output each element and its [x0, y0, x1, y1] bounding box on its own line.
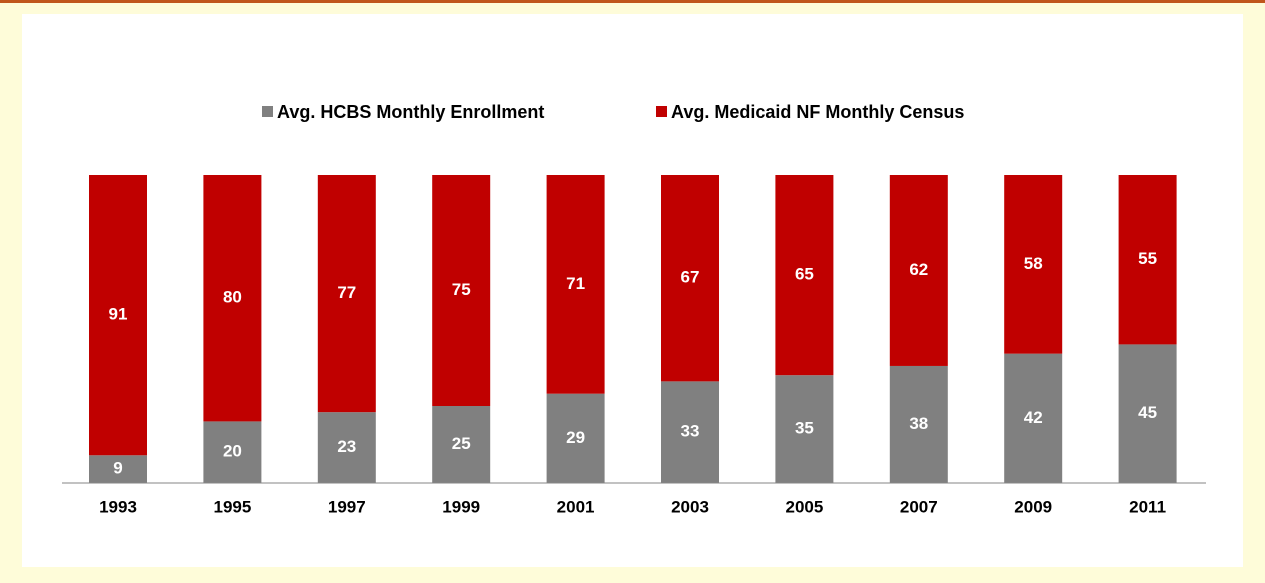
bar-segment [317, 412, 376, 483]
bar-segment [889, 175, 948, 366]
x-tick-label: 2005 [785, 497, 823, 516]
bar-segment [889, 365, 948, 483]
x-tick-label: 1993 [99, 497, 137, 516]
x-tick-label: 1995 [213, 497, 251, 516]
x-tick-label: 2009 [1014, 497, 1052, 516]
x-tick-label: 2007 [900, 497, 938, 516]
data-label: 23 [337, 437, 356, 456]
bar-segment [661, 381, 719, 483]
data-label: 55 [1138, 249, 1157, 268]
bar-segment [1004, 353, 1063, 483]
bar-segment [1004, 175, 1063, 354]
legend-swatch [262, 106, 273, 117]
bar-segment [1118, 175, 1177, 345]
bar-segment [89, 455, 147, 483]
bar-segment [661, 175, 719, 382]
x-tick-label: 2001 [557, 497, 595, 516]
x-tick-label: 1997 [328, 497, 366, 516]
legend-swatch [656, 106, 667, 117]
bar-segment [432, 406, 491, 483]
bar-segment [89, 175, 147, 456]
data-label: 67 [681, 268, 700, 287]
data-label: 71 [566, 274, 585, 293]
data-label: 29 [566, 428, 585, 447]
data-label: 45 [1138, 403, 1157, 422]
bar-segment [203, 421, 262, 483]
data-label: 33 [681, 422, 700, 441]
data-label: 38 [909, 414, 928, 433]
bar-segment [546, 393, 605, 483]
data-label: 25 [452, 434, 471, 453]
data-label: 91 [109, 305, 128, 324]
bar-segment [203, 175, 262, 422]
data-label: 77 [337, 283, 356, 302]
data-label: 20 [223, 442, 242, 461]
data-label: 75 [452, 280, 471, 299]
bar-segment [775, 175, 834, 376]
bar-segment [1118, 344, 1177, 483]
bar-segment [546, 175, 605, 394]
bar-segment [317, 175, 376, 413]
data-label: 80 [223, 288, 242, 307]
data-label: 62 [909, 260, 928, 279]
legend-label: Avg. HCBS Monthly Enrollment [277, 102, 544, 122]
legend-label: Avg. Medicaid NF Monthly Census [671, 102, 964, 122]
data-label: 65 [795, 265, 814, 284]
data-label: 42 [1024, 408, 1043, 427]
data-label: 9 [113, 459, 122, 478]
x-tick-label: 2003 [671, 497, 709, 516]
x-tick-label: 1999 [442, 497, 480, 516]
data-label: 35 [795, 419, 814, 438]
x-tick-label: 2011 [1129, 497, 1166, 516]
bar-segment [775, 375, 834, 483]
bar-segment [432, 175, 491, 406]
data-label: 58 [1024, 254, 1043, 273]
